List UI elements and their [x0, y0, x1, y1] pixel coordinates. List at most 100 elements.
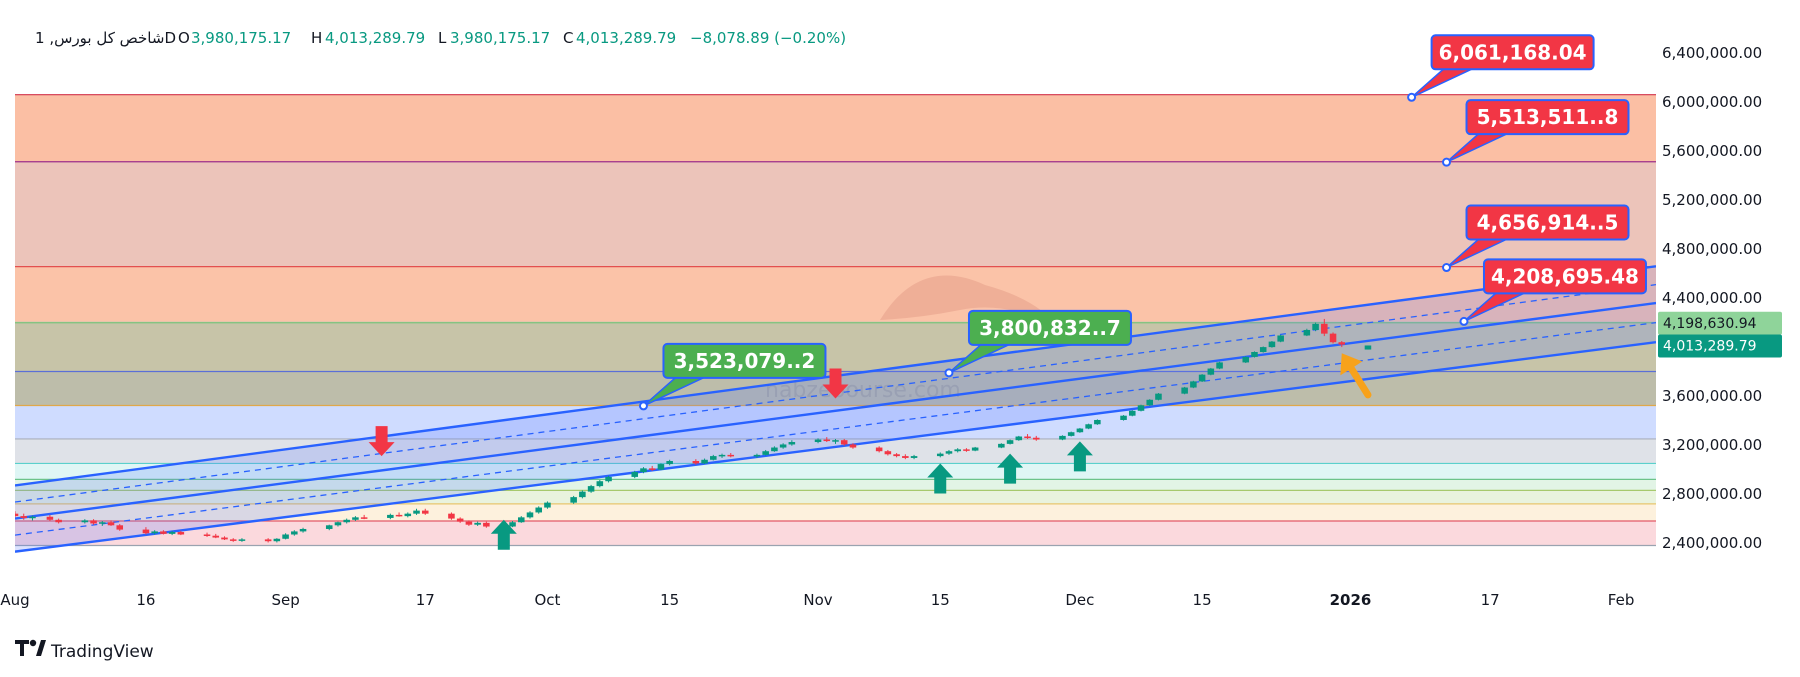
tv-logo-mark-t	[15, 640, 29, 656]
callout-2[interactable]: 4,656,914..5	[1442, 204, 1630, 273]
callout-label: 5,513,511..8	[1477, 105, 1619, 129]
candle	[1338, 340, 1346, 348]
candle	[1094, 419, 1101, 425]
candle	[1198, 374, 1206, 383]
candle	[299, 527, 307, 533]
x-tick-label: Nov	[803, 591, 832, 609]
candle-body	[81, 520, 89, 523]
candle-body	[666, 461, 673, 465]
candle	[29, 515, 36, 521]
candle-body	[971, 447, 979, 451]
callout-anchor-dot[interactable]	[638, 401, 648, 411]
candle-body	[1076, 428, 1084, 433]
callout-anchor-dot[interactable]	[1459, 316, 1469, 326]
channel-line-2[interactable]	[15, 341, 1656, 553]
candle-body	[875, 447, 883, 452]
candle-body	[404, 513, 412, 517]
candle-body	[90, 520, 97, 524]
candle	[779, 443, 787, 449]
candle	[814, 438, 822, 444]
callout-0[interactable]: 6,061,168.04	[1407, 34, 1595, 102]
callout-1[interactable]: 5,513,511..8	[1442, 99, 1630, 167]
candle-body	[587, 486, 595, 492]
candle	[1190, 380, 1197, 389]
candle	[387, 513, 394, 520]
candle-body	[509, 522, 516, 527]
y-tick-label: 2,400,000.00	[1662, 534, 1762, 552]
candle	[963, 448, 970, 452]
x-tick-label: Sep	[271, 591, 299, 609]
callout-box	[967, 309, 1132, 346]
callout-label: 3,523,079..2	[674, 349, 816, 373]
candle-body	[299, 528, 307, 532]
candle	[273, 538, 281, 543]
callout-5[interactable]: 3,523,079..2	[638, 342, 827, 411]
candle	[15, 511, 19, 518]
candle-body	[1364, 345, 1372, 350]
candle	[334, 521, 342, 527]
callout-box	[1430, 34, 1595, 71]
symbol-label: شاخص کل بورس, 1D	[35, 29, 176, 47]
channel-line-0[interactable]	[15, 301, 1656, 520]
candle-body	[1268, 341, 1276, 348]
callout-label: 3,800,832..7	[979, 316, 1121, 340]
candle-body	[823, 439, 831, 442]
candle	[875, 446, 883, 453]
candle-body	[395, 514, 403, 517]
candle	[229, 538, 237, 542]
candle-body	[29, 516, 36, 519]
candle-body	[107, 522, 115, 526]
x-tick-label: Dec	[1065, 591, 1094, 609]
candle	[413, 508, 420, 515]
channel-line-4[interactable]	[15, 321, 1656, 536]
candle	[1312, 322, 1319, 332]
candle-body	[1303, 329, 1311, 336]
candle-body	[448, 513, 455, 519]
candle	[718, 453, 726, 458]
legend-header: شاخص کل بورس, 1D O 3,980,175.17 H 4,013,289.…	[35, 29, 846, 47]
candle-body	[902, 456, 909, 458]
tv-logo-mark-dot	[29, 639, 37, 647]
low-value: 3,980,175.17	[450, 29, 550, 47]
candle	[902, 454, 909, 460]
tradingview-logo[interactable]: TradingView	[15, 639, 154, 662]
candle-body	[413, 510, 420, 514]
candle-body	[517, 517, 525, 523]
candle-body	[535, 507, 542, 513]
candle-body	[1024, 436, 1031, 439]
callout-anchor-dot[interactable]	[1407, 92, 1417, 102]
callout-3[interactable]: 4,208,695.48	[1459, 258, 1647, 326]
candle	[264, 538, 272, 543]
candle-body	[273, 538, 281, 542]
callout-anchor-dot[interactable]	[944, 368, 954, 378]
candle	[762, 449, 769, 456]
candle	[1251, 351, 1258, 358]
candle	[221, 536, 228, 540]
candle	[788, 440, 796, 446]
price-axis[interactable]: 2,400,000.00 2,800,000.00 3,200,000.00 3,60…	[1662, 44, 1762, 552]
callout-anchor-dot[interactable]	[1442, 157, 1452, 167]
candle-body	[1312, 323, 1319, 330]
candle	[605, 475, 612, 483]
candle	[1277, 334, 1284, 343]
candle-body	[160, 531, 167, 534]
candle	[395, 512, 403, 517]
candle	[945, 449, 953, 455]
candle-body	[692, 461, 700, 464]
callout-anchor-dot[interactable]	[1442, 263, 1452, 273]
candle	[570, 495, 577, 504]
y-tick-label: 3,600,000.00	[1662, 387, 1762, 405]
y-tick-label: 6,000,000.00	[1662, 93, 1762, 111]
candle	[727, 453, 735, 458]
candle	[544, 501, 551, 509]
candle	[1006, 439, 1014, 445]
callout-4[interactable]: 3,800,832..7	[944, 309, 1132, 378]
callout-box	[1465, 204, 1630, 241]
fib-band-10	[15, 503, 1656, 522]
fib-band-2	[15, 266, 1656, 322]
candle	[936, 452, 944, 458]
candle	[971, 446, 979, 452]
candle	[753, 453, 761, 458]
candle	[1032, 435, 1040, 441]
time-axis[interactable]: Aug 16 Sep 17 Oct 15 Nov 15 Dec 15 2026 17 Feb	[0, 591, 1634, 609]
